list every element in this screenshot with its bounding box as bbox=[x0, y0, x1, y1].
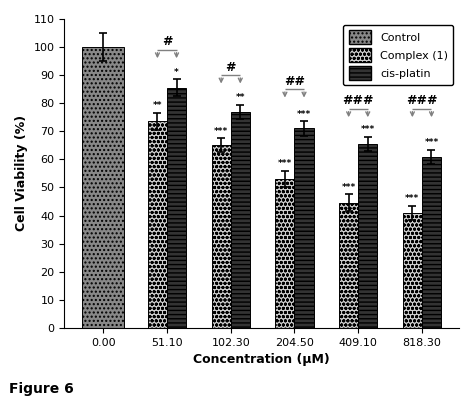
Bar bbox=[167, 88, 186, 328]
X-axis label: Concentration (μM): Concentration (μM) bbox=[193, 353, 330, 366]
Bar bbox=[82, 47, 124, 328]
Bar bbox=[422, 156, 441, 328]
Bar bbox=[403, 213, 422, 328]
Text: **: ** bbox=[153, 101, 162, 110]
Bar bbox=[339, 203, 358, 328]
Text: ***: *** bbox=[278, 159, 292, 168]
Y-axis label: Cell Viability (%): Cell Viability (%) bbox=[15, 116, 28, 231]
Text: ###: ### bbox=[406, 94, 438, 108]
Bar bbox=[231, 112, 250, 328]
Bar bbox=[358, 144, 377, 328]
Text: ##: ## bbox=[284, 75, 305, 88]
Legend: Control, Complex (1), cis-platin: Control, Complex (1), cis-platin bbox=[343, 25, 454, 85]
Text: ***: *** bbox=[361, 125, 375, 134]
Bar bbox=[275, 179, 294, 328]
Bar bbox=[294, 129, 314, 328]
Text: ***: *** bbox=[341, 183, 356, 192]
Text: #: # bbox=[162, 35, 172, 48]
Bar bbox=[148, 121, 167, 328]
Text: #: # bbox=[226, 61, 236, 74]
Text: **: ** bbox=[236, 93, 245, 102]
Text: *: * bbox=[174, 67, 179, 77]
Text: ***: *** bbox=[297, 110, 311, 119]
Text: ***: *** bbox=[424, 138, 438, 147]
Text: ***: *** bbox=[214, 127, 228, 135]
Text: ###: ### bbox=[342, 94, 374, 108]
Text: ***: *** bbox=[405, 194, 419, 203]
Text: Figure 6: Figure 6 bbox=[9, 382, 74, 396]
Bar bbox=[211, 145, 231, 328]
